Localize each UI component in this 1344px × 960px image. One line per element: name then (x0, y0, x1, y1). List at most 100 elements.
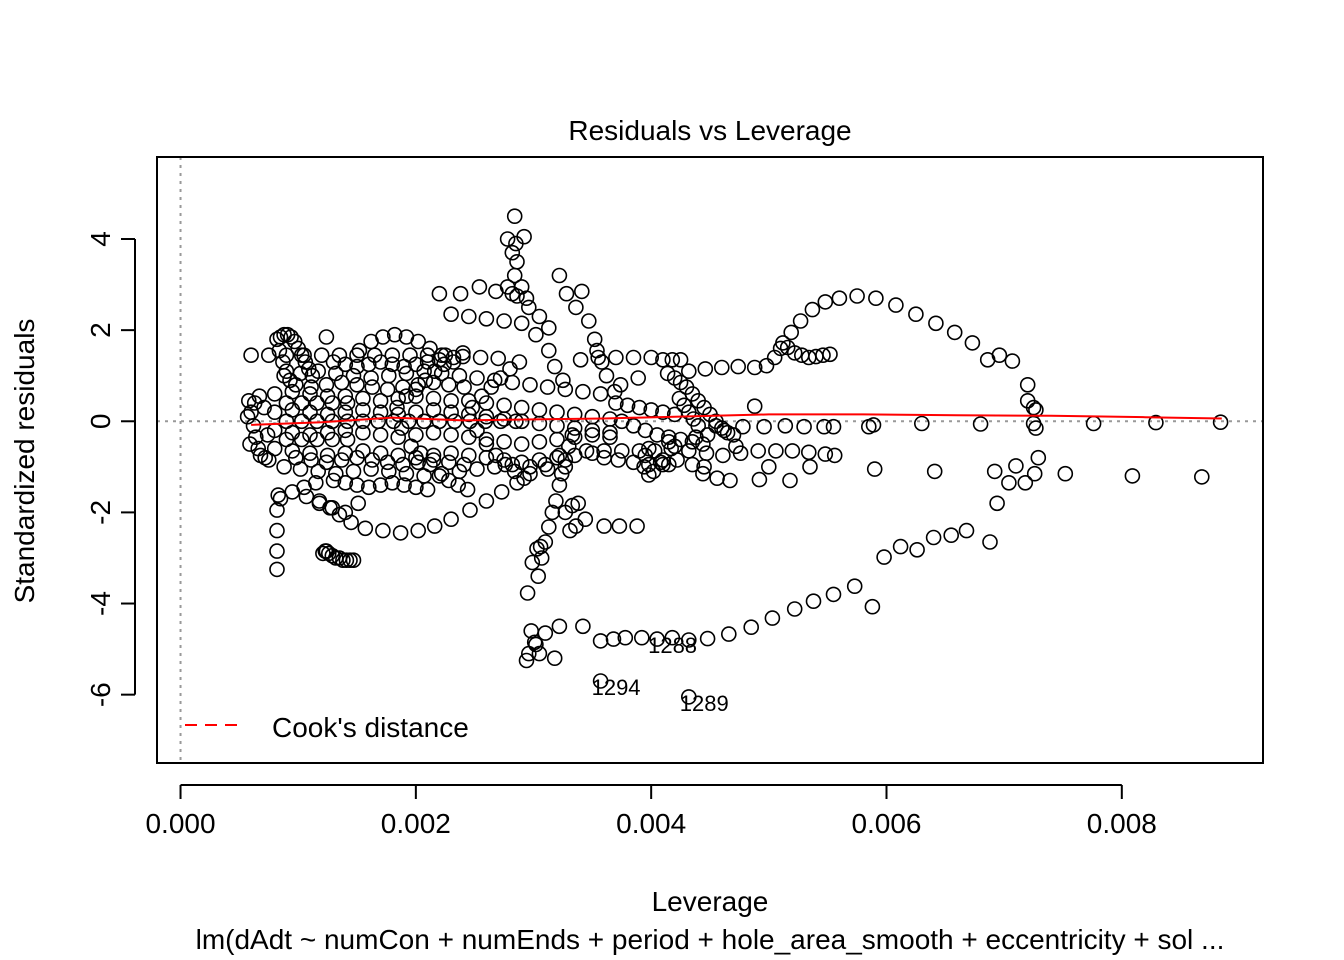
data-point (766, 349, 783, 366)
data-point (410, 333, 427, 350)
data-point (313, 347, 330, 364)
data-point (303, 452, 319, 468)
data-point (652, 454, 669, 471)
data-point (592, 673, 609, 689)
data-point (575, 383, 591, 400)
data-point (876, 549, 892, 565)
data-point (655, 351, 671, 368)
data-point (390, 429, 407, 446)
data-point (592, 386, 609, 402)
data-point (462, 502, 478, 518)
data-point (1019, 376, 1036, 393)
data-point (528, 326, 544, 343)
data-point (735, 418, 751, 435)
data-point (506, 267, 523, 284)
data-point (982, 534, 998, 550)
data-point (551, 477, 568, 493)
data-point (266, 440, 283, 457)
data-point (350, 495, 367, 512)
data-point (783, 324, 800, 341)
data-point (307, 474, 324, 491)
data-point (555, 372, 571, 389)
data-point (310, 363, 327, 380)
data-point (396, 477, 412, 493)
data-point (926, 463, 943, 480)
data-point (680, 632, 697, 648)
data-point (372, 477, 389, 493)
data-point (325, 354, 342, 370)
data-point (751, 471, 768, 488)
data-point (608, 349, 624, 366)
data-point (680, 363, 697, 380)
data-point (269, 502, 285, 518)
data-point (605, 631, 622, 647)
data-point (826, 447, 843, 464)
data-point (408, 356, 424, 373)
data-point (393, 420, 410, 436)
data-point (456, 379, 472, 395)
data-point (327, 465, 344, 482)
data-point (557, 458, 574, 475)
data-point (395, 379, 411, 395)
data-point (283, 329, 299, 345)
data-point (488, 447, 504, 464)
data-point (410, 454, 427, 471)
data-point (590, 349, 607, 366)
data-point (504, 456, 521, 473)
data-point (866, 461, 883, 477)
chart-title: Residuals vs Leverage (568, 115, 851, 146)
data-point (342, 552, 358, 569)
data-point (1008, 458, 1024, 474)
data-point (625, 454, 642, 471)
data-point (513, 413, 530, 430)
data-point (278, 413, 295, 430)
data-point (722, 472, 738, 489)
x-tick-label: 0.004 (616, 808, 686, 839)
data-point (349, 477, 365, 493)
data-point (325, 472, 342, 489)
data-point (278, 431, 295, 448)
data-point (1025, 415, 1042, 432)
data-point (631, 399, 648, 416)
x-tick-label: 0.008 (1087, 808, 1157, 839)
data-point (640, 440, 657, 457)
data-point (443, 511, 459, 528)
data-point (1001, 474, 1017, 491)
data-point (516, 470, 532, 487)
data-point (602, 429, 618, 446)
data-point (513, 436, 530, 452)
data-point (333, 452, 350, 468)
data-point (849, 288, 865, 304)
data-point (504, 244, 521, 261)
data-point (324, 395, 341, 411)
data-point (728, 438, 744, 455)
x-tick-label: 0.000 (145, 808, 215, 839)
data-point (908, 306, 924, 323)
data-point (564, 427, 581, 443)
data-point (909, 541, 925, 558)
data-point (478, 436, 495, 452)
data-point (384, 356, 401, 373)
data-point (584, 422, 601, 439)
data-point (746, 398, 763, 415)
data-point (398, 465, 415, 482)
data-point (276, 367, 292, 384)
data-point (243, 347, 259, 364)
data-point (868, 290, 884, 307)
data-point (496, 313, 512, 329)
data-point (333, 374, 350, 391)
data-point (1017, 474, 1034, 491)
data-point (928, 315, 944, 332)
point-labels-layer: 1288 1294 1289 (592, 633, 729, 716)
data-point (349, 358, 365, 375)
data-point (298, 488, 315, 505)
data-point (309, 395, 325, 411)
data-point (460, 447, 477, 464)
data-point (784, 443, 801, 459)
data-point (544, 504, 561, 521)
data-point (669, 452, 685, 468)
data-point (488, 283, 504, 300)
data-point (633, 629, 650, 646)
data-point (318, 543, 335, 559)
data-point (664, 629, 681, 646)
